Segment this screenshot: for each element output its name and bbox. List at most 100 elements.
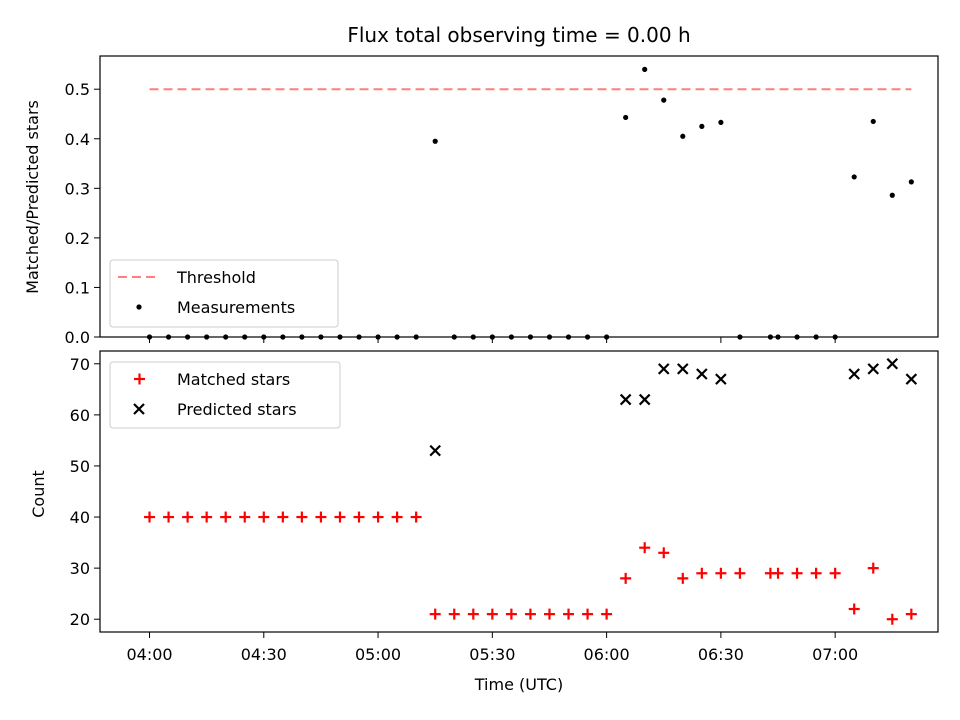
matched-stars-point [182, 511, 194, 523]
matched-stars-point [220, 511, 232, 523]
matched-stars-point [677, 572, 689, 584]
matched-stars-point [810, 567, 822, 579]
matched-stars-point [715, 567, 727, 579]
bottom-legend-box [109, 361, 341, 429]
matched-stars-point [410, 511, 422, 523]
matched-stars-point [486, 608, 498, 620]
top-y-tick-label: 0.4 [65, 130, 90, 149]
bottom-ticks: 04:00 04:30 05:00 05:30 06:00 06:30 07:00 20 30 4… [70, 355, 859, 664]
x-tick-label: 05:00 [355, 645, 401, 664]
top-y-tick-label: 0.3 [65, 179, 90, 198]
matched-stars-point [620, 572, 632, 584]
predicted-stars-point [886, 357, 899, 370]
top-y-tick-label: 0.5 [65, 80, 90, 99]
bottom-y-axis-label: Count [29, 470, 48, 518]
measurement-point [851, 174, 857, 180]
measurement-point [889, 192, 895, 198]
matched-stars-point [353, 511, 365, 523]
matched-stars-point [429, 608, 441, 620]
matched-stars-point [334, 511, 346, 523]
top-legend-box [109, 259, 339, 328]
top-legend: Threshold Measurements [109, 259, 339, 328]
top-plot-area [146, 66, 914, 340]
matched-stars-point [258, 511, 270, 523]
measurement-point [661, 97, 667, 103]
top-y-tick-label: 0.2 [65, 229, 90, 248]
matched-stars-point [582, 608, 594, 620]
matched-stars-point [639, 542, 651, 554]
x-tick-label: 07:00 [812, 645, 858, 664]
bottom-y-tick-label: 60 [70, 406, 90, 425]
matched-stars-point [772, 567, 784, 579]
matched-stars-point [867, 562, 879, 574]
top-y-axis-label: Matched/Predicted stars [23, 100, 42, 294]
matched-stars-point [563, 608, 575, 620]
predicted-stars-point [638, 393, 651, 406]
measurements-legend-swatch [136, 304, 142, 310]
matched-stars-point [848, 603, 860, 615]
matched-stars-point [905, 608, 917, 620]
predicted-stars-point [905, 373, 918, 385]
matched-stars-point [543, 608, 555, 620]
top-y-tick-label: 0.1 [65, 278, 90, 297]
matched-stars-legend-swatch [134, 373, 145, 385]
bottom-plot-frame [99, 350, 939, 633]
bottom-y-tick-label: 40 [70, 508, 90, 527]
x-tick-label: 06:00 [584, 645, 630, 664]
matched-stars-point [601, 608, 613, 620]
matched-stars-point [467, 608, 479, 620]
bottom-y-tick-label: 20 [70, 610, 90, 629]
measurement-point [432, 138, 438, 144]
predicted-stars-point [619, 393, 632, 406]
x-tick-label: 04:30 [241, 645, 287, 664]
x-tick-label: 05:30 [469, 645, 515, 664]
matched-stars-point [696, 567, 708, 579]
matched-stars-legend-label: Matched stars [177, 370, 290, 389]
predicted-stars-point [696, 368, 708, 380]
bottom-y-tick-label: 50 [70, 457, 90, 476]
top-ticks: 0.0 0.1 0.2 0.3 0.4 0.5 [65, 80, 836, 347]
measurement-point [908, 179, 914, 185]
x-tick-label: 06:30 [698, 645, 744, 664]
predicted-stars-legend-label: Predicted stars [177, 400, 297, 419]
threshold-legend-label: Threshold [176, 268, 256, 287]
predicted-stars-point [715, 373, 727, 385]
matched-stars-point [448, 608, 460, 620]
matched-stars-point [201, 511, 213, 523]
matched-stars-point [277, 511, 289, 523]
matched-stars-point [239, 511, 251, 523]
predicted-stars-point [848, 368, 860, 380]
matched-stars-point [315, 511, 327, 523]
measurement-point [718, 119, 724, 126]
x-tick-label: 04:00 [126, 645, 172, 664]
measurement-point [642, 66, 648, 72]
predicted-stars-legend-swatch [133, 403, 145, 415]
measurements-legend-label: Measurements [177, 298, 295, 317]
matched-stars-point [391, 511, 403, 523]
predicted-stars-point [867, 363, 880, 375]
matched-stars-point [524, 608, 536, 620]
measurement-point [699, 123, 705, 129]
matched-stars-point [791, 567, 803, 579]
matched-stars-point [829, 567, 841, 579]
matched-stars-point [372, 511, 384, 523]
matched-stars-point [734, 567, 746, 579]
top-y-tick-label: 0.0 [65, 328, 90, 347]
predicted-stars-point [677, 363, 689, 375]
bottom-y-tick-label: 70 [70, 355, 90, 374]
measurement-point [680, 133, 686, 139]
predicted-stars-point [657, 363, 670, 375]
matched-stars-point [163, 511, 175, 523]
top-plot-frame [99, 55, 939, 338]
bottom-legend: Matched stars Predicted stars [109, 361, 341, 429]
matched-stars-point [144, 511, 156, 523]
x-axis-label: Time (UTC) [474, 675, 563, 694]
bottom-y-tick-label: 30 [70, 559, 90, 578]
measurement-point [870, 118, 876, 125]
matched-stars-point [296, 511, 308, 523]
chart-title: Flux total observing time = 0.00 h [347, 23, 690, 47]
matched-stars-point [658, 547, 670, 559]
measurement-point [623, 114, 629, 121]
bottom-plot-area [144, 357, 918, 625]
